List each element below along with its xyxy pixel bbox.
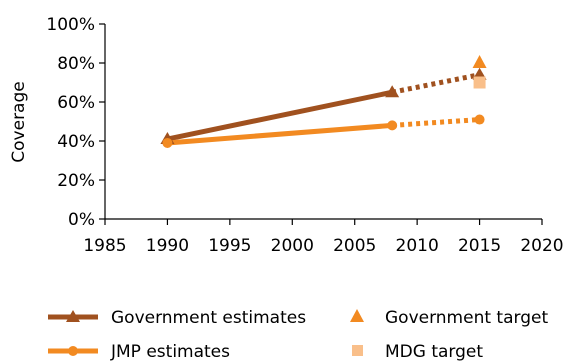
y-tick-label: 40% <box>57 132 95 152</box>
axes <box>104 24 542 220</box>
legend-label-jmp-estimates: JMP estimates <box>110 342 230 362</box>
series-line-0 <box>164 89 395 142</box>
series-0-point-1 <box>385 85 400 98</box>
legend-swatch-marker-government-estimates <box>66 310 80 322</box>
y-tick-label: 80% <box>57 54 95 74</box>
y-axis-title: Coverage <box>9 81 29 162</box>
series-projection-1 <box>392 117 480 128</box>
legend-item-jmp-estimates: JMP estimates <box>48 342 230 362</box>
x-tick-label: 1985 <box>83 236 126 256</box>
y-tick-label: 100% <box>46 15 95 35</box>
y-ticks: 0% 20% 40% 60% 80% 100% <box>46 15 105 230</box>
target-marker-0 <box>472 55 487 68</box>
y-tick-label: 60% <box>57 93 95 113</box>
x-tick-label: 1995 <box>208 236 251 256</box>
legend-item-government-target: Government target <box>350 308 548 328</box>
x-tick-label: 2005 <box>333 236 376 256</box>
series-1-projection-point <box>474 114 485 125</box>
series-lines <box>164 72 481 146</box>
series-1-point-1 <box>387 120 398 131</box>
target-markers <box>472 55 487 89</box>
legend-item-mdg-target: MDG target <box>352 342 483 362</box>
legend-swatch-marker-jmp-estimates <box>68 346 78 356</box>
legend-label-mdg-target: MDG target <box>385 342 483 362</box>
series-projection-0 <box>391 72 481 95</box>
x-tick-label: 2015 <box>458 236 501 256</box>
legend-swatch-marker-government-target <box>350 309 364 322</box>
target-marker-1 <box>473 76 486 89</box>
x-ticks: 1985 1990 1995 2000 2005 2010 2015 2020 <box>83 219 564 256</box>
legend-item-government-estimates: Government estimates <box>48 308 306 328</box>
y-tick-label: 0% <box>68 210 95 230</box>
legend-label-government-estimates: Government estimates <box>111 308 306 328</box>
legend-swatch-marker-mdg-target <box>352 345 363 356</box>
legend: Government estimates JMP estimates Gover… <box>48 308 548 362</box>
x-tick-label: 2020 <box>520 236 563 256</box>
series-line-1 <box>164 122 395 146</box>
legend-label-government-target: Government target <box>385 308 548 328</box>
series-markers <box>160 67 487 148</box>
x-tick-label: 1990 <box>146 236 189 256</box>
series-1-point-0 <box>162 137 173 148</box>
x-tick-label: 2000 <box>271 236 314 256</box>
y-tick-label: 20% <box>57 171 95 191</box>
x-tick-label: 2010 <box>396 236 439 256</box>
